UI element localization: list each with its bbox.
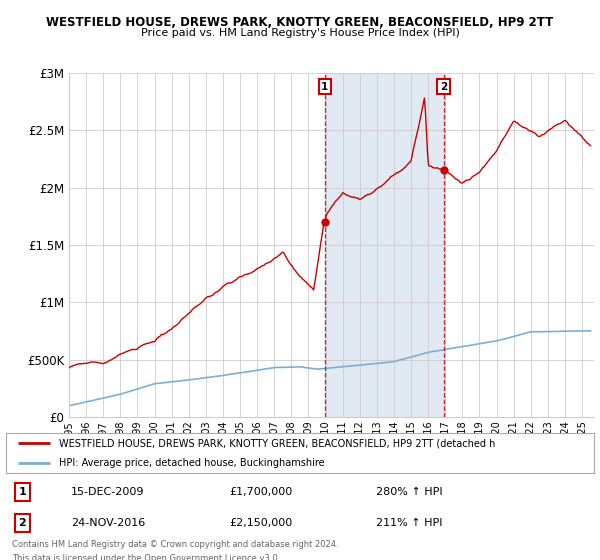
Text: HPI: Average price, detached house, Buckinghamshire: HPI: Average price, detached house, Buck… [59,458,325,468]
Text: 15-DEC-2009: 15-DEC-2009 [71,487,144,497]
Text: 1: 1 [321,82,328,92]
Text: Price paid vs. HM Land Registry's House Price Index (HPI): Price paid vs. HM Land Registry's House … [140,28,460,38]
Text: Contains HM Land Registry data © Crown copyright and database right 2024.: Contains HM Land Registry data © Crown c… [12,540,338,549]
Text: £2,150,000: £2,150,000 [229,518,293,528]
Text: WESTFIELD HOUSE, DREWS PARK, KNOTTY GREEN, BEACONSFIELD, HP9 2TT (detached h: WESTFIELD HOUSE, DREWS PARK, KNOTTY GREE… [59,438,495,449]
Text: 2: 2 [19,518,26,528]
Text: 24-NOV-2016: 24-NOV-2016 [71,518,145,528]
Text: £1,700,000: £1,700,000 [229,487,293,497]
Bar [325,73,443,417]
Text: 2: 2 [440,82,447,92]
Text: 280% ↑ HPI: 280% ↑ HPI [376,487,443,497]
Text: WESTFIELD HOUSE, DREWS PARK, KNOTTY GREEN, BEACONSFIELD, HP9 2TT: WESTFIELD HOUSE, DREWS PARK, KNOTTY GREE… [46,16,554,29]
Text: This data is licensed under the Open Government Licence v3.0.: This data is licensed under the Open Gov… [12,554,280,560]
Text: 211% ↑ HPI: 211% ↑ HPI [376,518,443,528]
Text: 1: 1 [19,487,26,497]
